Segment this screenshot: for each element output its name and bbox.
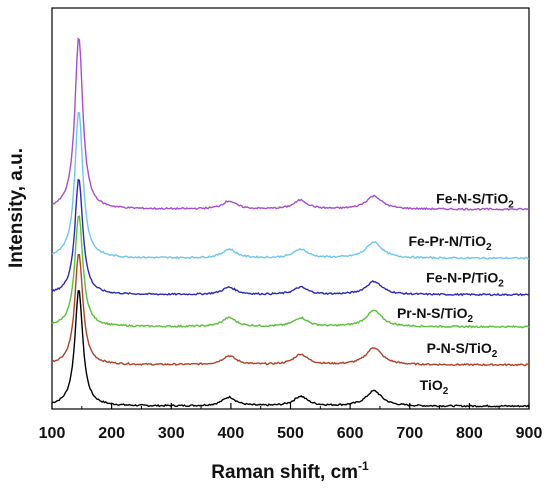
x-axis-title-superscript: -1: [358, 459, 369, 473]
series-label-subscript: 2: [492, 349, 498, 360]
series-label-subscript: 2: [467, 314, 473, 325]
series-label-3: Fe-N-P/TiO2: [426, 270, 504, 290]
series-label-name: Fe-Pr-N/TiO: [408, 233, 486, 249]
series-group: TiO2P-N-S/TiO2Pr-N-S/TiO2Fe-N-P/TiO2Fe-P…: [51, 37, 530, 408]
series-label-subscript: 2: [443, 386, 449, 397]
series-line-1: [51, 253, 530, 367]
series-label-subscript: 2: [498, 279, 504, 290]
series-label-2: Pr-N-S/TiO2: [397, 305, 474, 325]
x-tick-label-300: 300: [158, 425, 185, 442]
series-label-subscript: 2: [486, 242, 492, 253]
series-line-2: [51, 215, 530, 329]
series-line-4: [51, 111, 530, 260]
x-axis-title: Raman shift, cm-1: [211, 459, 369, 483]
x-axis-title-text: Raman shift, cm: [211, 462, 358, 483]
x-tick-label-700: 700: [396, 425, 423, 442]
series-label-name: TiO: [420, 377, 443, 393]
y-axis-title: Intensity, a.u.: [6, 148, 27, 268]
x-tick-label-400: 400: [218, 425, 245, 442]
x-axis-ticks: 100 200 300 400 500 600 700 800 900: [39, 403, 543, 442]
x-tick-label-900: 900: [516, 425, 543, 442]
series-label-name: Fe-N-P/TiO: [426, 270, 498, 286]
series-label-5: Fe-N-S/TiO2: [436, 190, 514, 210]
series-line-3: [51, 178, 530, 297]
x-tick-label-500: 500: [277, 425, 304, 442]
series-label-subscript: 2: [508, 199, 514, 210]
series-label-1: P-N-S/TiO2: [427, 340, 498, 360]
x-tick-label-100: 100: [39, 425, 66, 442]
series-label-name: Fe-N-S/TiO: [436, 190, 508, 206]
series-label-4: Fe-Pr-N/TiO2: [408, 233, 492, 253]
series-label-name: Pr-N-S/TiO: [397, 305, 468, 321]
x-tick-label-800: 800: [456, 425, 483, 442]
series-label-name: P-N-S/TiO: [427, 340, 492, 356]
x-tick-label-600: 600: [337, 425, 364, 442]
series-label-0: TiO2: [420, 377, 449, 397]
x-tick-label-200: 200: [98, 425, 125, 442]
series-line-0: [51, 290, 530, 408]
series-line-5: [51, 37, 530, 211]
